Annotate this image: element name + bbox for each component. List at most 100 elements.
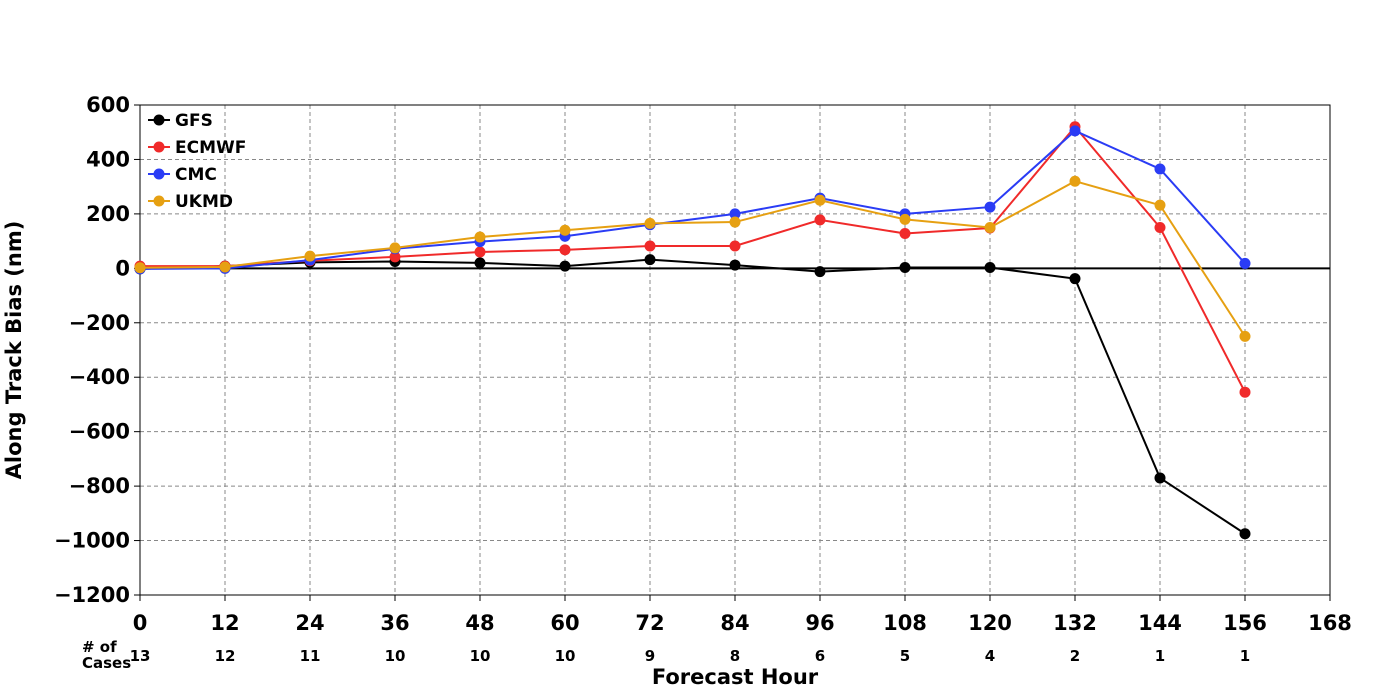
y-tick-label: −400 — [69, 365, 130, 389]
x-tick-label: 60 — [550, 611, 579, 635]
legend-label: ECMWF — [175, 138, 246, 158]
legend-marker — [153, 168, 165, 180]
data-point — [644, 217, 656, 229]
y-tick-label: −600 — [69, 420, 130, 444]
case-count: 12 — [215, 647, 236, 665]
data-point — [474, 231, 486, 243]
data-point — [559, 244, 571, 256]
case-count: 4 — [985, 647, 995, 665]
x-tick-label: 120 — [968, 611, 1012, 635]
series-cmc — [134, 125, 1251, 275]
legend-item-ecmwf: ECMWF — [148, 138, 246, 158]
data-point — [1069, 125, 1081, 137]
cases-header-line1: # of — [82, 638, 117, 656]
legend-item-ukmd: UKMD — [148, 192, 233, 212]
data-point — [1239, 386, 1251, 398]
legend-item-cmc: CMC — [148, 165, 217, 185]
y-tick-label: 200 — [86, 202, 130, 226]
series-lines — [134, 121, 1251, 540]
x-tick-label: 156 — [1223, 611, 1267, 635]
y-tick-label: −1200 — [54, 583, 130, 607]
case-count: 9 — [645, 647, 655, 665]
grid-lines — [139, 104, 1331, 596]
x-tick-label: 72 — [635, 611, 664, 635]
x-tick-label: 96 — [805, 611, 834, 635]
data-point — [729, 240, 741, 252]
data-point — [814, 194, 826, 206]
data-point — [1154, 222, 1166, 233]
legend-label: GFS — [175, 111, 213, 131]
series-ecmwf — [134, 121, 1251, 398]
data-point — [644, 254, 656, 266]
x-tick-label: 12 — [210, 611, 239, 635]
legend-marker — [153, 114, 165, 126]
case-count: 1 — [1240, 647, 1250, 665]
data-point — [1154, 163, 1166, 175]
series-gfs — [134, 254, 1251, 540]
data-point — [899, 213, 911, 225]
x-tick-label: 132 — [1053, 611, 1097, 635]
case-count: 1 — [1155, 647, 1165, 665]
legend-label: CMC — [175, 165, 217, 185]
data-point — [984, 222, 996, 233]
data-point — [814, 266, 826, 278]
x-tick-label: 168 — [1308, 611, 1352, 635]
data-point — [1239, 330, 1251, 342]
case-count: 13 — [130, 647, 151, 665]
legend-label: UKMD — [175, 192, 233, 212]
data-point — [644, 240, 656, 252]
y-tick-label: −800 — [69, 474, 130, 498]
data-point — [474, 246, 486, 258]
x-tick-label: 108 — [883, 611, 927, 635]
series-line — [139, 258, 1246, 535]
case-counts: # of Cases 13 12 11 10 10 10 9 8 6 5 4 2 1 1 — [82, 638, 1250, 672]
x-tick-label: 24 — [295, 611, 324, 635]
data-point — [1154, 472, 1166, 484]
data-point — [984, 262, 996, 274]
data-point — [899, 262, 911, 274]
data-point — [814, 214, 826, 226]
data-point — [559, 224, 571, 236]
y-tick-label: −1000 — [54, 529, 130, 553]
x-tick-label: 144 — [1138, 611, 1182, 635]
case-count: 8 — [730, 647, 740, 665]
data-point — [559, 260, 571, 272]
data-point — [134, 262, 146, 274]
case-count: 10 — [555, 647, 576, 665]
x-tick-labels: 0 12 24 36 48 60 72 84 96 108 120 132 144 156 168 — [133, 611, 1352, 635]
x-tick-label: 48 — [465, 611, 494, 635]
case-count: 5 — [900, 647, 910, 665]
y-tick-labels: 600 400 200 0 −200 −400 −600 −800 −1000 −1200 — [54, 93, 130, 607]
x-axis-title: Forecast Hour — [652, 665, 819, 689]
y-axis-title: Along Track Bias (nm) — [2, 221, 26, 480]
data-point — [304, 250, 316, 262]
data-point — [729, 216, 741, 228]
x-tick-label: 0 — [133, 611, 148, 635]
y-tick-label: 400 — [86, 147, 130, 171]
data-point — [389, 251, 401, 263]
case-count: 6 — [815, 647, 825, 665]
y-tick-label: 0 — [115, 256, 130, 280]
case-count: 2 — [1070, 647, 1080, 665]
legend: GFS ECMWF CMC UKMD — [148, 111, 246, 212]
data-point — [899, 227, 911, 239]
data-point — [729, 259, 741, 271]
x-tick-label: 36 — [380, 611, 409, 635]
legend-marker — [153, 195, 165, 207]
data-point — [1069, 175, 1081, 187]
cases-header-line2: Cases — [82, 654, 131, 672]
legend-item-gfs: GFS — [148, 111, 213, 131]
data-point — [219, 261, 231, 273]
x-tick-label: 84 — [720, 611, 749, 635]
series-ukmd — [134, 175, 1251, 342]
data-point — [1239, 528, 1251, 540]
case-count: 11 — [300, 647, 321, 665]
series-line — [139, 180, 1246, 337]
y-tick-label: −200 — [69, 311, 130, 335]
data-point — [1239, 257, 1251, 269]
case-count: 10 — [470, 647, 491, 665]
case-count: 10 — [385, 647, 406, 665]
data-point — [729, 208, 741, 220]
data-point — [389, 242, 401, 254]
